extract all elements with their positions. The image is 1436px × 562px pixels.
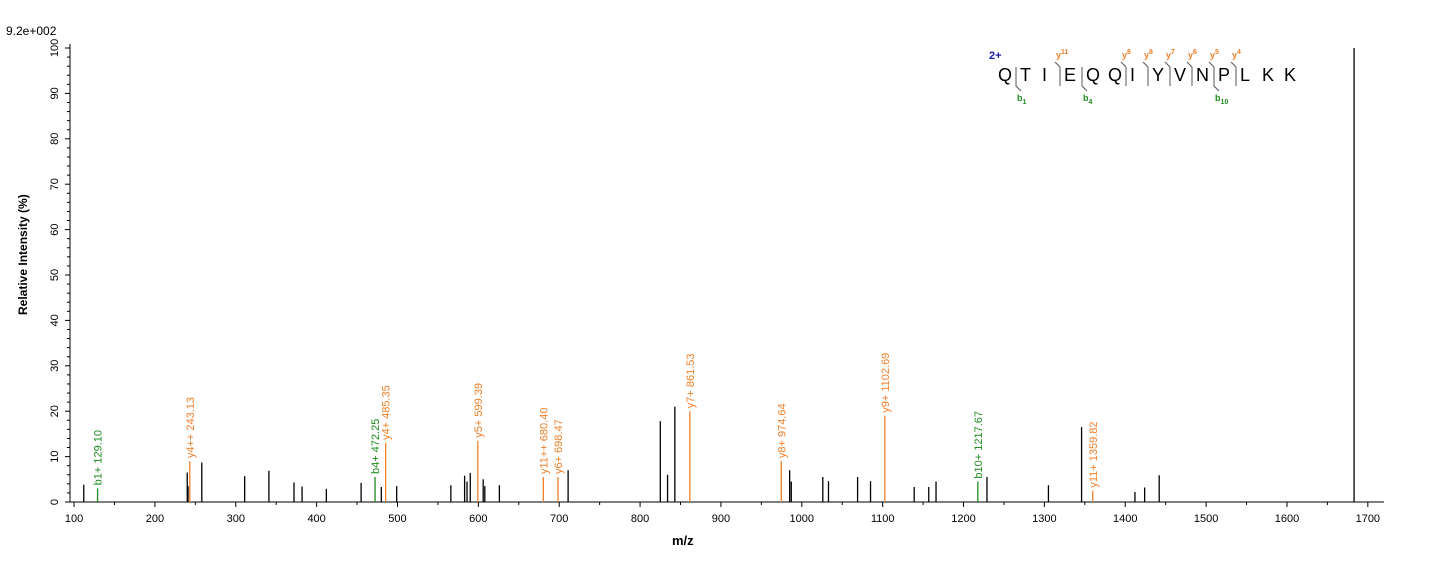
y-ion-marker bbox=[1054, 61, 1061, 86]
residue: P bbox=[1218, 65, 1231, 85]
x-tick-label: 800 bbox=[631, 513, 649, 525]
y-tick-label: 0 bbox=[49, 499, 61, 505]
residue: Y bbox=[1152, 65, 1165, 85]
peak-label: y11+ 1359.82 bbox=[1088, 421, 1100, 487]
x-tick-label: 300 bbox=[227, 513, 245, 525]
y-ion-marker bbox=[1142, 61, 1149, 86]
y-ion-marker bbox=[1164, 61, 1171, 86]
x-tick-label: 1000 bbox=[790, 513, 814, 525]
residue: Q bbox=[1086, 65, 1101, 85]
residue: Q bbox=[998, 65, 1013, 85]
y-ion-label: y5 bbox=[1210, 49, 1219, 60]
y-tick-label: 30 bbox=[49, 360, 61, 372]
chart-peaks bbox=[83, 48, 1355, 502]
b-ion-label: b1 bbox=[1017, 93, 1027, 106]
residue: I bbox=[1130, 65, 1136, 85]
x-tick-label: 700 bbox=[550, 513, 568, 525]
peak-label: b1+ 129.10 bbox=[93, 430, 105, 485]
residue: K bbox=[1284, 65, 1297, 85]
y-ion-label: y4 bbox=[1232, 49, 1241, 60]
peak-label: b10+ 1217.67 bbox=[973, 411, 985, 479]
peak-label: y5+ 599.39 bbox=[473, 383, 485, 438]
peak-label: y4++ 243.13 bbox=[185, 397, 197, 458]
x-tick-label: 600 bbox=[469, 513, 487, 525]
y-ion-label: y11 bbox=[1056, 49, 1069, 60]
x-tick-label: 1700 bbox=[1356, 513, 1380, 525]
residue: V bbox=[1174, 65, 1187, 85]
peak-label: y9+ 1102.69 bbox=[880, 353, 892, 413]
b-ion-label: b4 bbox=[1083, 93, 1093, 106]
residue: N bbox=[1196, 65, 1209, 85]
y-ion-label: y6 bbox=[1188, 49, 1197, 60]
x-tick-label: 400 bbox=[307, 513, 325, 525]
x-tick-label: 100 bbox=[65, 513, 83, 525]
x-tick-label: 1200 bbox=[951, 513, 975, 525]
y-tick-label: 80 bbox=[49, 133, 61, 145]
residue: L bbox=[1240, 65, 1251, 85]
b-ion-marker bbox=[1081, 67, 1088, 92]
y-axis-label: Relative Intensity (%) bbox=[16, 194, 30, 315]
x-tick-label: 1500 bbox=[1194, 513, 1218, 525]
x-axis-label: m/z bbox=[672, 533, 694, 548]
residue: Q bbox=[1108, 65, 1123, 85]
peak-label: y6+ 698.47 bbox=[553, 419, 565, 474]
y-tick-label: 90 bbox=[49, 87, 61, 99]
y-ion-label: y8 bbox=[1144, 49, 1153, 60]
fragment-markers bbox=[1015, 61, 1237, 92]
peak-label: y8+ 974.64 bbox=[776, 403, 788, 458]
y-tick-label: 20 bbox=[49, 405, 61, 417]
y-tick-label: 40 bbox=[49, 314, 61, 326]
y-ion-marker bbox=[1120, 61, 1127, 86]
x-tick-label: 1400 bbox=[1113, 513, 1137, 525]
y-ion-marker bbox=[1208, 61, 1215, 86]
intensity-scale-label: 9.2e+002 bbox=[6, 24, 57, 38]
y-tick-label: 70 bbox=[49, 178, 61, 190]
precursor-charge: 2+ bbox=[989, 50, 1002, 62]
peak-label: b4+ 472.25 bbox=[370, 419, 382, 474]
x-tick-label: 200 bbox=[146, 513, 164, 525]
residue: K bbox=[1262, 65, 1275, 85]
residue: T bbox=[1020, 65, 1031, 85]
y-ion-label: y8 bbox=[1122, 49, 1131, 60]
x-tick-label: 1100 bbox=[871, 513, 895, 525]
y-ion-label: y7 bbox=[1166, 49, 1175, 60]
x-tick-label: 1600 bbox=[1275, 513, 1299, 525]
residue: E bbox=[1064, 65, 1077, 85]
peak-label: y4+ 485.35 bbox=[381, 385, 393, 440]
y-ion-marker bbox=[1186, 61, 1193, 86]
peak-label: y11++ 680.40 bbox=[538, 408, 550, 474]
y-tick-label: 10 bbox=[49, 450, 61, 462]
peak-label: y7+ 861.53 bbox=[685, 353, 697, 408]
y-tick-label: 60 bbox=[49, 223, 61, 235]
chart-axes: 100 200 300 400 500 600 700 800 900 1000 1100 1200 1… bbox=[49, 39, 1384, 525]
b-ion-marker bbox=[1015, 67, 1022, 92]
y-tick-label: 100 bbox=[49, 39, 61, 57]
x-tick-label: 500 bbox=[388, 513, 406, 525]
y-tick-label: 50 bbox=[49, 269, 61, 281]
x-tick-label: 1300 bbox=[1032, 513, 1056, 525]
residue: I bbox=[1042, 65, 1048, 85]
x-tick-label: 900 bbox=[712, 513, 730, 525]
b-ion-marker bbox=[1213, 67, 1220, 92]
b-ion-label: b10 bbox=[1215, 93, 1229, 106]
y-ion-marker bbox=[1230, 61, 1237, 86]
